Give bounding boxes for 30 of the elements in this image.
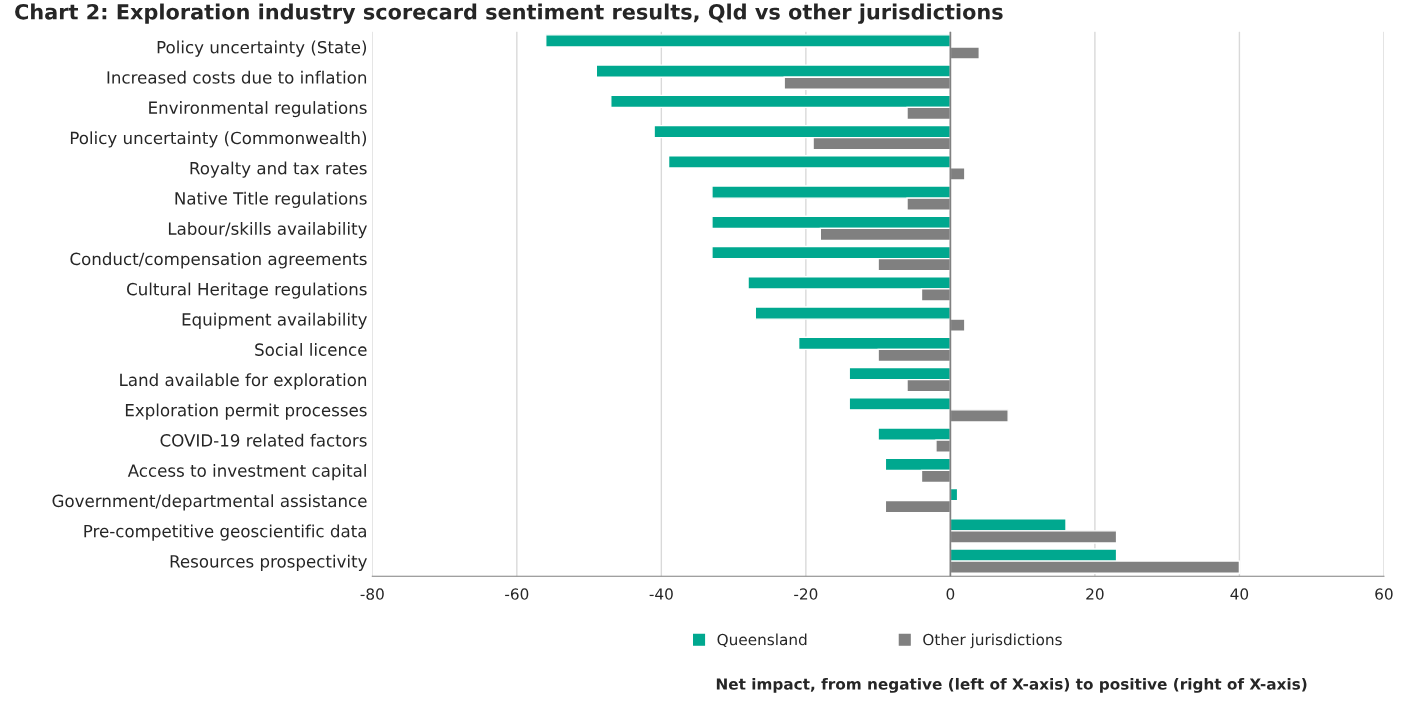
y-tick-label: Cultural Heritage regulations	[127, 282, 367, 299]
y-tick-label: Social licence	[255, 343, 367, 356]
x-tick-label: -40	[649, 588, 673, 600]
y-tick-label: Royalty and tax rates	[190, 161, 367, 178]
legend-label: Other jurisdictions	[923, 633, 1062, 649]
y-tick-label: Land available for exploration	[120, 373, 367, 390]
y-tick-label: Access to investment capital	[127, 464, 366, 481]
y-tick-label: Environmental regulations	[149, 101, 367, 118]
y-tick-label: Exploration permit processes	[125, 403, 367, 420]
text: Net impact, from negative (left of X-axis) to positive (right of X-axis)	[716, 677, 1307, 693]
x-tick-label: 0	[946, 588, 955, 600]
x-tick-label: -80	[360, 588, 384, 600]
x-tick-label: 40	[1230, 588, 1249, 600]
x-tick-label: 20	[1086, 588, 1104, 600]
y-tick-label: Pre-competitive geoscientific data	[84, 524, 366, 541]
y-tick-label: Policy uncertainty (State)	[157, 40, 367, 57]
y-tick-label: Government/departmental assistance	[52, 494, 367, 511]
legend-label: Queensland	[717, 633, 807, 648]
y-tick-label: Policy uncertainty (Commonwealth)	[70, 131, 367, 148]
x-tick-label: -20	[794, 588, 818, 600]
y-tick-label: Conduct/compensation agreements	[70, 252, 367, 269]
x-tick-label: -60	[505, 588, 529, 600]
x-tick-label: 60	[1375, 588, 1393, 600]
y-tick-label: Resources prospectivity	[170, 554, 367, 571]
chart-title: Chart 2: Exploration industry scorecard sentiment results, Qld vs other jurisdictions	[15, 3, 1003, 24]
y-tick-label: Equipment availability	[182, 312, 367, 329]
y-tick-label: Labour/skills availability	[168, 222, 367, 239]
y-tick-label: COVID-19 related factors	[160, 433, 367, 447]
y-tick-label: Native Title regulations	[175, 191, 367, 208]
y-tick-label: Increased costs due to inflation	[107, 70, 367, 84]
